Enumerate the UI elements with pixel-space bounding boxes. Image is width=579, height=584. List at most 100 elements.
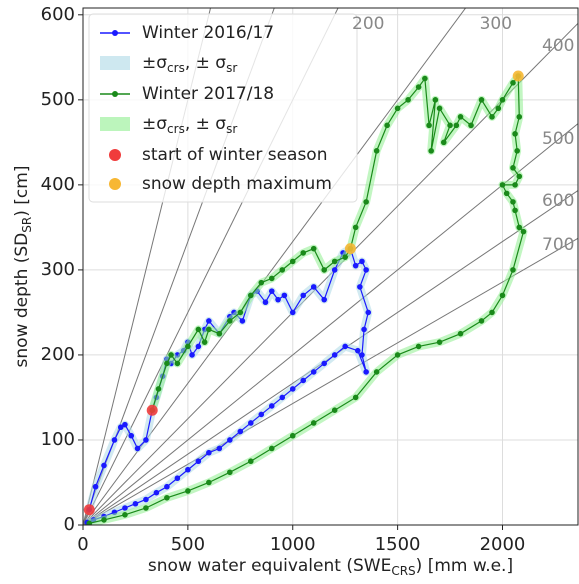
legend-marker [109,149,121,161]
event-marker [83,504,95,516]
density-line [83,123,578,525]
subscript: sr [226,61,237,75]
y-tick-label: 500 [41,89,75,110]
legend-marker [109,178,121,190]
data-point [111,437,118,443]
event-marker [146,404,158,416]
data-point [478,318,485,324]
text-part: ) [cm] [12,166,32,217]
data-point [122,505,128,511]
y-tick-label: 100 [41,429,75,450]
subscript: crs [167,122,185,136]
data-point [436,339,443,345]
data-point [143,505,149,511]
data-point [468,122,474,129]
text-part: snow water equivalent (SWE [148,556,391,576]
data-point [247,420,254,426]
data-point [352,262,359,269]
data-point [279,394,286,401]
data-point [247,292,254,299]
data-point [279,267,286,273]
data-point [268,275,275,282]
data-point [206,449,212,456]
y-tick-label: 0 [64,514,75,535]
density-line [83,8,275,525]
data-point [206,318,212,324]
data-point [101,462,107,469]
density-label: 200 [352,14,384,34]
y-tick-label: 300 [41,259,75,280]
data-point [516,224,523,231]
data-point [373,148,380,154]
data-point [447,122,453,129]
data-point [155,386,162,392]
data-point [237,309,244,316]
data-point [247,458,254,465]
data-point [174,360,181,367]
data-point [415,84,422,90]
data-point [237,428,244,435]
data-point [227,469,233,476]
data-point [428,148,434,154]
data-point [128,432,135,439]
data-point [331,267,338,273]
data-point [331,352,338,358]
x-tick-label: 2000 [480,534,526,555]
data-point [499,182,506,188]
legend-marker [112,30,118,36]
data-point [206,479,212,486]
legend-band [100,117,130,131]
data-point [92,483,99,490]
data-point [289,432,296,439]
text-part: , ± σ [185,53,226,73]
subscript: crs [167,61,185,75]
data-point [359,352,365,358]
x-tick-label: 0 [77,534,88,555]
text-part: snow depth (SD [12,233,32,368]
subscript: sr [226,122,237,136]
legend-label: Winter 2017/18 [142,84,274,104]
data-point [195,343,202,350]
data-point [453,122,460,129]
data-point [300,377,307,384]
text-part: , ± σ [185,114,226,134]
data-point [457,114,464,120]
data-point [268,403,275,409]
data-point [262,299,269,306]
data-point [195,326,202,333]
uncertainty-band [85,244,373,525]
legend-label: Winter 2016/17 [142,23,274,43]
data-point [143,437,149,443]
data-point [310,284,317,290]
data-point [489,309,495,316]
y-tick-label: 200 [41,344,75,365]
data-point [174,475,181,482]
data-point [189,352,195,358]
data-point [258,279,265,286]
legend-band [100,56,130,70]
legend-label: snow depth maximum [142,174,332,194]
data-point [516,114,523,120]
data-point [310,369,317,375]
density-label: 300 [480,14,512,34]
data-point [143,496,149,503]
data-point [499,292,506,299]
data-point [365,309,372,316]
data-point [281,292,288,299]
legend-marker [112,91,118,97]
data-point [321,360,328,367]
data-point [514,148,520,154]
data-point [164,494,170,501]
data-point [478,97,485,103]
data-point [331,407,338,414]
data-point [310,245,317,252]
data-point [510,80,516,86]
density-label: 600 [542,191,574,211]
data-point [363,267,369,273]
data-point [321,296,328,303]
data-point [268,288,275,294]
data-point [363,369,369,375]
data-point [510,267,516,273]
data-point [185,466,191,473]
data-point [227,437,233,443]
